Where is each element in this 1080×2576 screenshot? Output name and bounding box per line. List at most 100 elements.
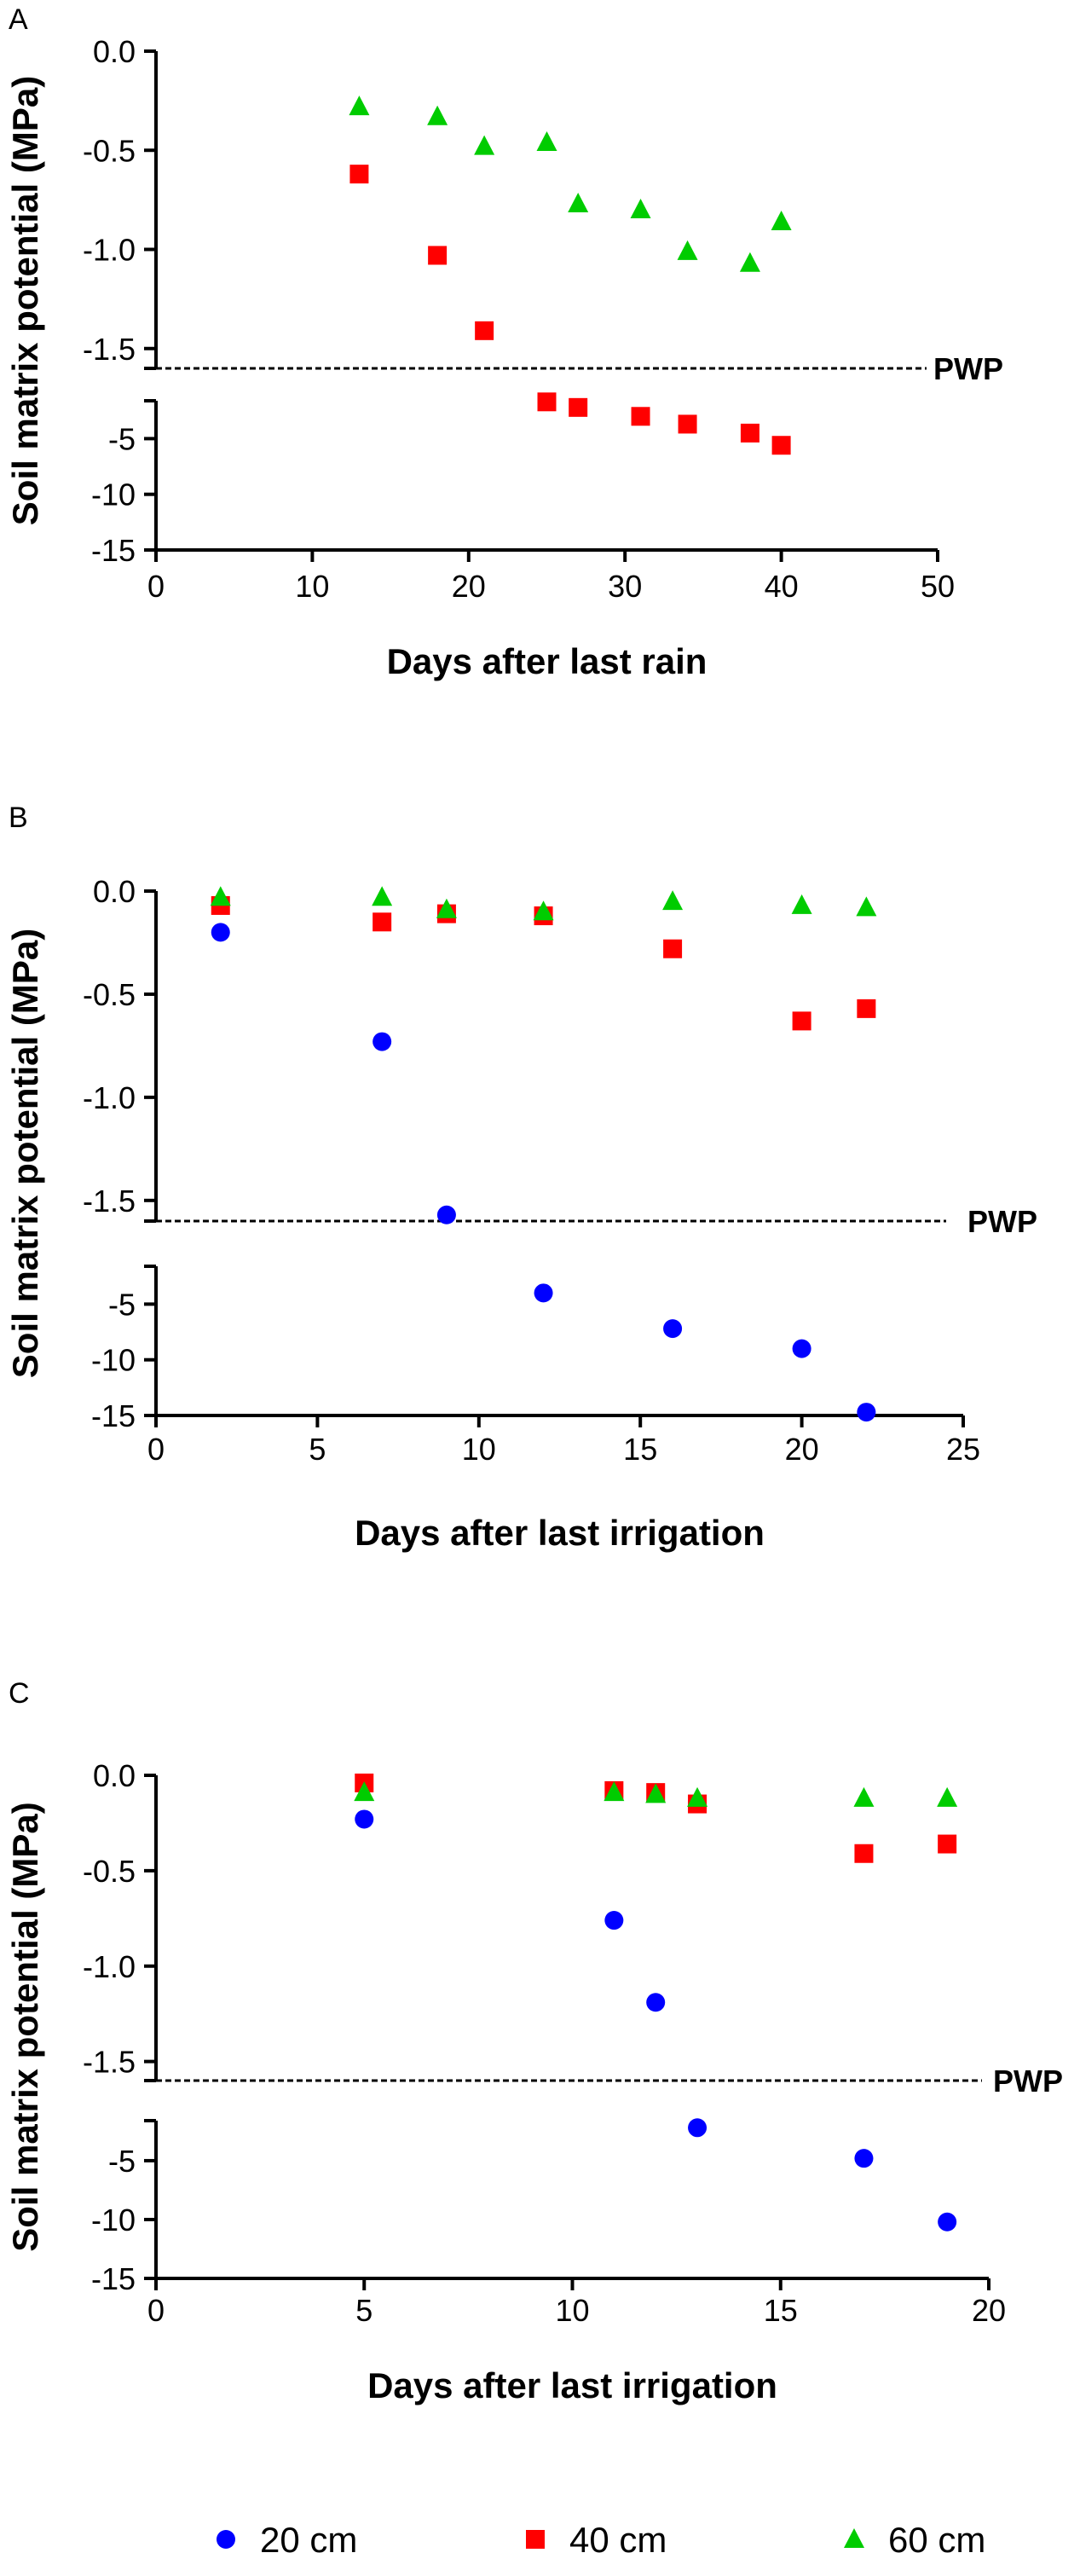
legend-marker bbox=[217, 2530, 235, 2549]
legend-marker bbox=[844, 2528, 864, 2548]
legend: 20 cm 40 cm 60 cm bbox=[217, 2520, 985, 2560]
y-tick-label: -10 bbox=[91, 2203, 136, 2237]
y-tick-label: 0.0 bbox=[93, 34, 136, 69]
data-point bbox=[856, 896, 877, 917]
data-point bbox=[739, 252, 760, 272]
legend-item: 60 cm bbox=[844, 2520, 985, 2560]
x-tick-label: 15 bbox=[623, 1432, 657, 1467]
legend-label: 40 cm bbox=[569, 2520, 667, 2560]
data-point bbox=[349, 165, 369, 184]
data-point bbox=[568, 193, 589, 213]
data-point bbox=[373, 1032, 392, 1051]
data-point bbox=[771, 436, 791, 455]
data-point bbox=[569, 397, 588, 417]
data-point bbox=[662, 890, 684, 911]
data-point bbox=[630, 199, 651, 218]
data-point bbox=[663, 1319, 683, 1339]
data-point bbox=[631, 407, 650, 426]
x-axis-title: Days after last irrigation bbox=[355, 1513, 765, 1553]
x-tick-label: 10 bbox=[462, 1432, 496, 1467]
data-point bbox=[604, 1781, 625, 1802]
data-point bbox=[436, 1205, 456, 1224]
data-point bbox=[373, 912, 392, 932]
data-point bbox=[853, 1786, 875, 1807]
data-point bbox=[436, 898, 457, 918]
data-point bbox=[427, 105, 448, 125]
y-tick-label: -1.0 bbox=[83, 233, 136, 268]
data-point bbox=[854, 1844, 874, 1863]
pwp-label: PWP bbox=[993, 2064, 1063, 2098]
legend-label: 20 cm bbox=[260, 2520, 357, 2560]
data-point bbox=[688, 2118, 707, 2138]
y-tick-label: -5 bbox=[108, 1287, 136, 1322]
x-tick-label: 0 bbox=[147, 1432, 165, 1467]
data-point bbox=[428, 246, 448, 265]
data-point bbox=[211, 923, 230, 942]
pwp-label: PWP bbox=[933, 351, 1003, 386]
series-20-cm bbox=[211, 923, 876, 1422]
data-point bbox=[537, 392, 557, 412]
legend-item: 20 cm bbox=[217, 2520, 357, 2560]
data-point bbox=[663, 939, 683, 958]
y-axis-title: Soil matrix potential (MPa) bbox=[5, 929, 45, 1378]
data-point bbox=[740, 423, 759, 443]
x-tick-label: 0 bbox=[147, 2293, 165, 2328]
panel-b: B 0.0 -0.5 -1.0 -1.5 -5 -10 -15 0 5 10 15 20 25 Days a… bbox=[5, 802, 1037, 1553]
data-point bbox=[475, 321, 494, 340]
panel-a: A 0.0 -0.5 -1.0 -1.5 -5 -10 -15 0 10 20 30 40 50 Days … bbox=[5, 3, 1003, 681]
panel-letter: A bbox=[9, 3, 28, 36]
x-tick-label: 40 bbox=[765, 569, 799, 604]
data-point bbox=[938, 1834, 957, 1854]
y-tick-label: -1.5 bbox=[83, 2045, 136, 2080]
panel-letter: C bbox=[9, 1677, 30, 1710]
data-point bbox=[771, 210, 792, 230]
x-tick-label: 20 bbox=[785, 1432, 819, 1467]
series-60-cm bbox=[210, 886, 877, 921]
legend-marker bbox=[526, 2530, 545, 2549]
y-tick-label: -0.5 bbox=[83, 133, 136, 168]
panel-c: C 0.0 -0.5 -1.0 -1.5 -5 -10 -15 0 5 10 15 20 Days aft… bbox=[5, 1677, 1063, 2405]
data-point bbox=[937, 1786, 958, 1807]
data-point bbox=[791, 894, 812, 914]
data-point bbox=[857, 999, 876, 1018]
panel-letter: B bbox=[9, 802, 28, 834]
y-tick-label: -0.5 bbox=[83, 1854, 136, 1889]
data-point bbox=[533, 900, 554, 921]
data-point bbox=[938, 2212, 957, 2232]
panels: A0.0-0.5-1.0-1.5-5-10-150 10 20 30 40 50Days … bbox=[5, 3, 1063, 2405]
data-point bbox=[354, 1781, 375, 1802]
x-tick-label: 25 bbox=[946, 1432, 980, 1467]
x-tick-label: 20 bbox=[972, 2293, 1006, 2328]
y-tick-label: -0.5 bbox=[83, 977, 136, 1012]
y-tick-label: -15 bbox=[91, 1398, 136, 1433]
data-point bbox=[210, 886, 231, 906]
legend-label: 60 cm bbox=[888, 2520, 985, 2560]
x-axis-title: Days after last irrigation bbox=[367, 2365, 777, 2405]
data-point bbox=[678, 414, 697, 434]
series-40-cm bbox=[349, 165, 791, 455]
x-axis-title: Days after last rain bbox=[387, 641, 707, 681]
x-tick-label: 0 bbox=[147, 569, 165, 604]
x-tick-label: 5 bbox=[309, 1432, 326, 1467]
y-tick-label: -1.0 bbox=[83, 1949, 136, 1984]
y-tick-label: -5 bbox=[108, 2144, 136, 2179]
data-point bbox=[792, 1011, 811, 1031]
y-tick-label: -1.0 bbox=[83, 1080, 136, 1115]
y-tick-label: -5 bbox=[108, 421, 136, 456]
data-point bbox=[534, 1283, 553, 1303]
data-point bbox=[854, 2149, 874, 2168]
y-tick-label: 0.0 bbox=[93, 874, 136, 909]
data-point bbox=[372, 886, 393, 906]
x-tick-label: 50 bbox=[921, 569, 955, 604]
y-tick-label: -15 bbox=[91, 533, 136, 568]
x-tick-label: 5 bbox=[355, 2293, 373, 2328]
y-tick-label: -1.5 bbox=[83, 332, 136, 367]
x-tick-label: 10 bbox=[295, 569, 329, 604]
y-axis-title: Soil matrix potential (MPa) bbox=[5, 76, 45, 525]
series-60-cm bbox=[349, 96, 792, 272]
data-point bbox=[474, 135, 495, 155]
x-tick-label: 20 bbox=[452, 569, 486, 604]
y-tick-label: -10 bbox=[91, 478, 136, 512]
x-tick-label: 15 bbox=[764, 2293, 798, 2328]
